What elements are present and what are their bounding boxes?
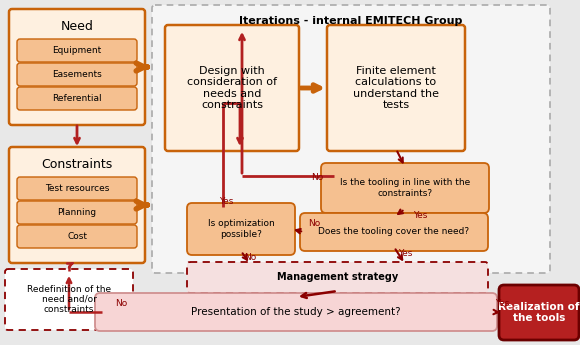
FancyBboxPatch shape (9, 9, 145, 125)
Text: Need: Need (60, 20, 93, 32)
Text: Yes: Yes (398, 249, 412, 258)
Text: Does the tooling cover the need?: Does the tooling cover the need? (318, 227, 470, 237)
FancyBboxPatch shape (165, 25, 299, 151)
Text: Constraints: Constraints (41, 158, 113, 170)
FancyBboxPatch shape (187, 262, 488, 293)
Text: Equipment: Equipment (52, 46, 102, 55)
FancyBboxPatch shape (17, 87, 137, 110)
Text: Is optimization
possible?: Is optimization possible? (208, 219, 274, 239)
FancyBboxPatch shape (152, 5, 550, 273)
Text: Finite element
calculations to
understand the
tests: Finite element calculations to understan… (353, 66, 439, 110)
Text: No: No (115, 298, 127, 307)
FancyBboxPatch shape (321, 163, 489, 213)
Text: No: No (308, 219, 320, 228)
Text: Redefinition of the
need and/or
constraints: Redefinition of the need and/or constrai… (27, 285, 111, 314)
Text: Cost: Cost (67, 232, 87, 241)
Text: No: No (311, 174, 323, 183)
Text: Planning: Planning (57, 208, 96, 217)
FancyBboxPatch shape (95, 293, 497, 331)
FancyBboxPatch shape (17, 201, 137, 224)
Text: Is the tooling in line with the
constraints?: Is the tooling in line with the constrai… (340, 178, 470, 198)
Text: Yes: Yes (413, 211, 427, 220)
FancyBboxPatch shape (17, 39, 137, 62)
Text: Test resources: Test resources (45, 184, 109, 193)
Text: Easements: Easements (52, 70, 102, 79)
FancyBboxPatch shape (187, 203, 295, 255)
Text: Yes: Yes (495, 299, 509, 308)
Text: Management strategy: Management strategy (277, 273, 398, 283)
FancyBboxPatch shape (17, 225, 137, 248)
Text: Yes: Yes (219, 197, 233, 207)
Text: Iterations - internal EMITECH Group: Iterations - internal EMITECH Group (240, 16, 463, 26)
Text: Design with
consideration of
needs and
constraints: Design with consideration of needs and c… (187, 66, 277, 110)
Text: Referential: Referential (52, 94, 102, 103)
FancyBboxPatch shape (300, 213, 488, 251)
FancyBboxPatch shape (5, 269, 133, 330)
Text: No: No (244, 254, 256, 263)
Text: Presentation of the study > agreement?: Presentation of the study > agreement? (191, 307, 401, 317)
FancyBboxPatch shape (327, 25, 465, 151)
Text: Realization of
the tools: Realization of the tools (498, 302, 580, 323)
FancyBboxPatch shape (17, 177, 137, 200)
FancyBboxPatch shape (499, 285, 579, 340)
FancyBboxPatch shape (9, 147, 145, 263)
FancyBboxPatch shape (17, 63, 137, 86)
